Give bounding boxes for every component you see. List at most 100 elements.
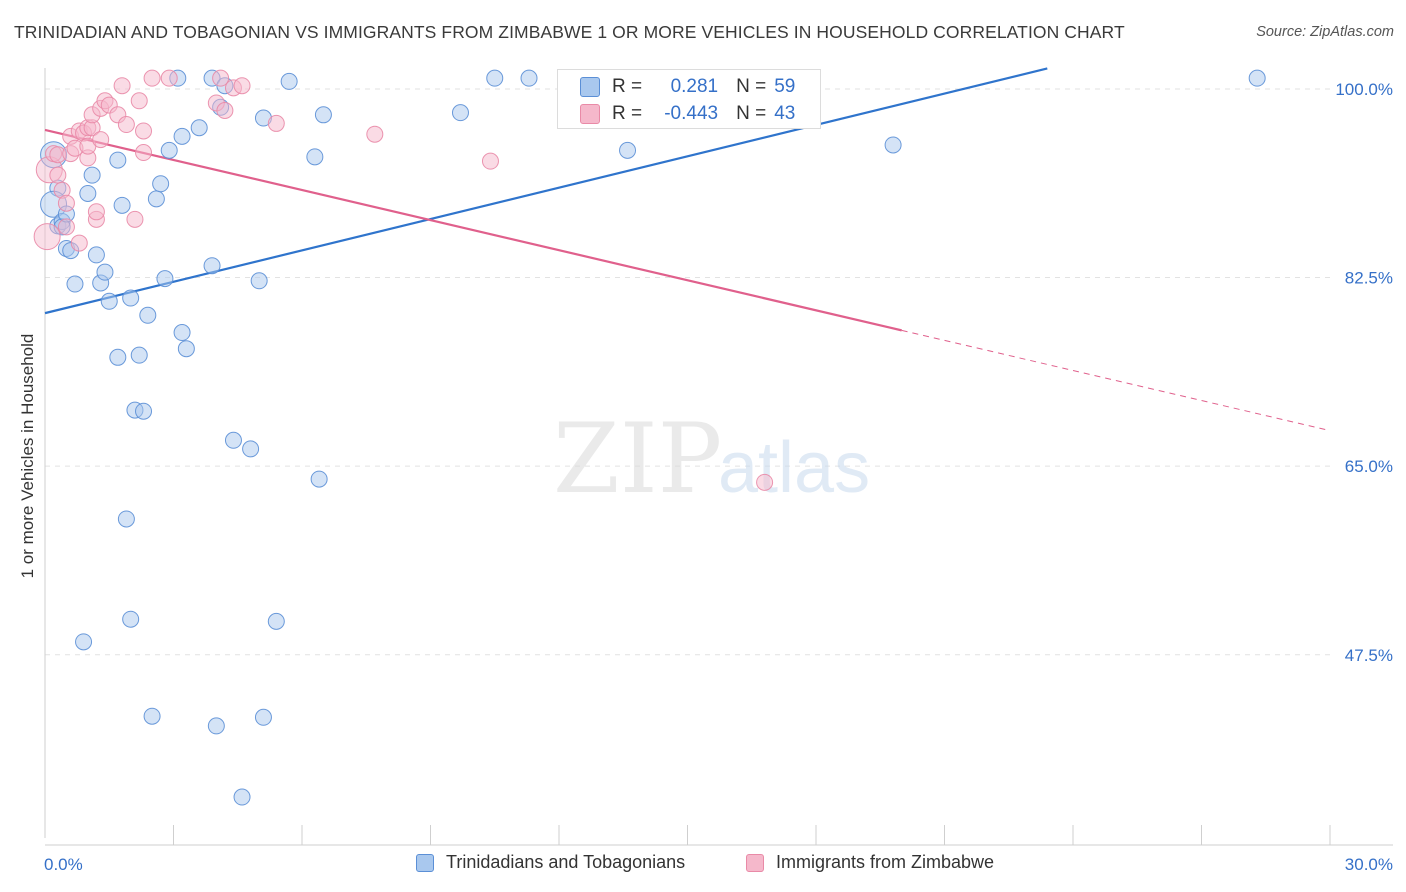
trinidadian-point (451, 104, 469, 122)
trinidadian-point (122, 610, 140, 628)
zimbabwe-point (87, 203, 105, 221)
legend-swatch-pink (746, 853, 764, 872)
trinidadian-point (109, 348, 127, 366)
zimbabwe-point (92, 131, 110, 149)
trinidadian-point (314, 106, 332, 124)
bottom-legend: Trinidadians and Tobagonians Immigrants … (0, 852, 1406, 878)
zimbabwe-point (366, 125, 384, 143)
legend-swatch-pink (580, 104, 600, 124)
n-label: N = (736, 103, 767, 124)
grid-lines (45, 88, 1330, 656)
zimbabwe-point (481, 152, 499, 170)
tick-labels: 100.0% 82.5% 65.0% 47.5% 0.0% 30.0% (44, 80, 1393, 874)
trinidadian-point (135, 402, 153, 420)
trinidadian-point (233, 788, 251, 806)
trinidadian-point (100, 292, 118, 310)
trinidadian-point (96, 263, 114, 281)
trinidadian-point (486, 69, 504, 87)
trinidadian-point (87, 246, 105, 264)
axes (44, 68, 1393, 846)
zimbabwe-point (143, 69, 161, 87)
zimbabwe-point (135, 122, 153, 140)
pink-trend-line (44, 128, 902, 332)
x-tick-label: 0.0% (44, 855, 83, 874)
trinidadian-point (190, 119, 208, 137)
trinidadian-point (224, 431, 242, 449)
zimbabwe-point (135, 144, 153, 162)
legend-swatch-blue (580, 77, 600, 97)
n-value: 43 (774, 103, 796, 124)
zimbabwe-point (233, 77, 251, 95)
trinidadian-point (122, 289, 140, 307)
trinidadian-point (109, 151, 127, 169)
zimbabwe-point (49, 166, 67, 184)
trinidadian-point (619, 141, 637, 159)
r-value: -0.443 (664, 103, 719, 124)
trinidadian-point (306, 148, 324, 166)
trinidadian-point (83, 166, 101, 184)
trinidadian-point (173, 324, 191, 342)
trinidadian-point (79, 184, 97, 202)
legend-item-zimbabwe[interactable]: Immigrants from Zimbabwe (746, 852, 994, 873)
zimbabwe-point (130, 92, 148, 110)
r-label: R = (612, 103, 643, 124)
y-tick-label: 82.5% (1345, 269, 1393, 288)
zimbabwe-point (267, 114, 285, 132)
trinidadian-point (310, 470, 328, 488)
y-tick-label: 65.0% (1345, 457, 1393, 476)
zimbabwe-point (117, 116, 135, 134)
zimbabwe-point (126, 210, 144, 228)
trinidadian-point (113, 196, 131, 214)
trinidadian-point (152, 175, 170, 193)
zimbabwe-point (57, 218, 75, 236)
trinidadian-point (160, 141, 178, 159)
trinidadian-point (520, 69, 538, 87)
watermark-atlas: atlas (718, 428, 870, 508)
zimbabwe-point (756, 473, 774, 491)
n-label: N = (736, 76, 767, 97)
n-value: 59 (774, 76, 796, 97)
trinidadian-point (177, 340, 195, 358)
zimbabwe-point (160, 69, 178, 87)
trinidadian-point (147, 190, 165, 208)
trinidadian-point (884, 136, 902, 154)
chart-title: TRINIDADIAN AND TOBAGONIAN VS IMMIGRANTS… (14, 22, 1125, 42)
trinidadian-point (254, 708, 272, 726)
r-label: R = (612, 76, 643, 97)
trinidadian-point (1248, 69, 1266, 87)
trinidadian-point (117, 510, 135, 528)
zimbabwe-point (70, 234, 88, 252)
trinidadian-point (207, 717, 225, 735)
x-tick-label: 30.0% (1345, 855, 1393, 874)
legend-item-trinidadian[interactable]: Trinidadians and Tobagonians (416, 852, 685, 873)
legend-swatch-blue (416, 853, 434, 872)
zimbabwe-point (57, 194, 75, 212)
watermark: ZIP atlas (553, 403, 870, 515)
y-tick-label: 100.0% (1335, 80, 1393, 99)
source-credit: Source: ZipAtlas.com (1256, 24, 1394, 40)
y-tick-label: 47.5% (1345, 646, 1393, 665)
stats-row-zimbabwe: R = -0.443 N = 43 (580, 102, 795, 126)
trinidadian-point (75, 633, 93, 651)
trinidadian-point (143, 707, 161, 725)
stats-legend-box: R = 0.281 N = 59 R = -0.443 N = 43 (557, 69, 821, 129)
zimbabwe-point (212, 69, 230, 87)
r-value: 0.281 (670, 76, 719, 97)
trinidadian-point (173, 127, 191, 145)
zimbabwe-point (33, 223, 61, 251)
zimbabwe-point (216, 102, 234, 119)
trinidadian-point (156, 270, 174, 288)
trinidadian-point (280, 72, 298, 90)
trinidadian-point (250, 272, 268, 290)
stats-row-trinidadian: R = 0.281 N = 59 (580, 75, 795, 99)
legend-label: Immigrants from Zimbabwe (776, 852, 995, 872)
zimbabwe-point (113, 77, 131, 95)
trinidadian-point (267, 612, 285, 630)
trinidadian-point (139, 306, 157, 324)
pink-trend-line-dashed (901, 329, 1331, 432)
legend-label: Trinidadians and Tobagonians (446, 852, 686, 872)
trinidadian-point (66, 275, 84, 293)
watermark-zip: ZIP (553, 403, 722, 515)
trinidadian-point (130, 346, 148, 364)
